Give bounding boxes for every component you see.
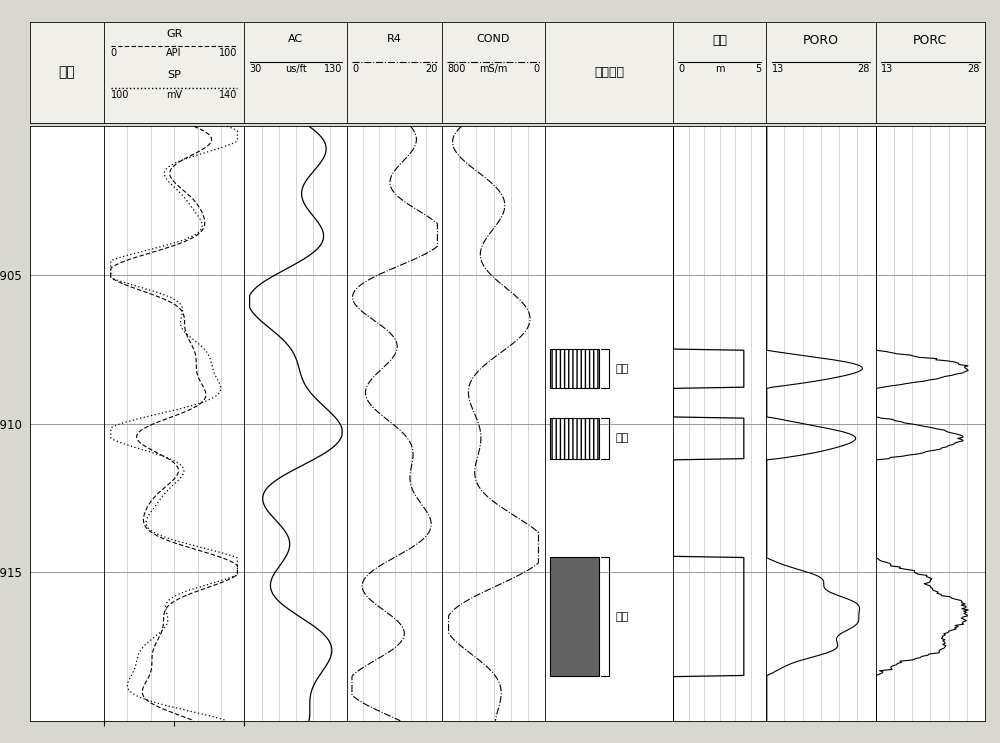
Text: PORC: PORC (913, 34, 947, 48)
Text: AC: AC (288, 34, 303, 45)
Text: 油层: 油层 (616, 611, 629, 622)
Text: PORO: PORO (803, 34, 839, 48)
Text: 0: 0 (111, 48, 117, 59)
Text: 0: 0 (534, 65, 540, 74)
Text: 深度: 深度 (58, 65, 75, 80)
Text: 800: 800 (447, 65, 466, 74)
Text: COND: COND (477, 34, 510, 45)
Text: 13: 13 (772, 65, 784, 74)
Text: 20: 20 (425, 65, 437, 74)
Bar (550, 349, 599, 388)
Text: 13: 13 (881, 65, 893, 74)
Bar (550, 418, 599, 459)
Text: 0: 0 (352, 65, 358, 74)
Text: us/ft: us/ft (285, 65, 307, 74)
Text: mV: mV (166, 91, 182, 100)
Text: R4: R4 (387, 34, 402, 45)
Text: 100: 100 (219, 48, 237, 59)
Text: m: m (715, 65, 724, 74)
Bar (550, 557, 599, 676)
Text: 30: 30 (250, 65, 262, 74)
Text: 28: 28 (858, 65, 870, 74)
Text: API: API (166, 48, 182, 59)
Text: 干层: 干层 (616, 363, 629, 374)
Text: 5: 5 (755, 65, 761, 74)
Text: 0: 0 (678, 65, 684, 74)
Text: GR: GR (166, 29, 182, 39)
Text: 干层: 干层 (616, 433, 629, 444)
Text: 28: 28 (967, 65, 980, 74)
Text: 130: 130 (324, 65, 342, 74)
Text: SP: SP (167, 71, 181, 80)
Text: 140: 140 (219, 91, 237, 100)
Text: 100: 100 (111, 91, 129, 100)
Text: mS/m: mS/m (479, 65, 508, 74)
Text: 解释结论: 解释结论 (594, 66, 624, 79)
Text: 厚度: 厚度 (712, 34, 727, 48)
